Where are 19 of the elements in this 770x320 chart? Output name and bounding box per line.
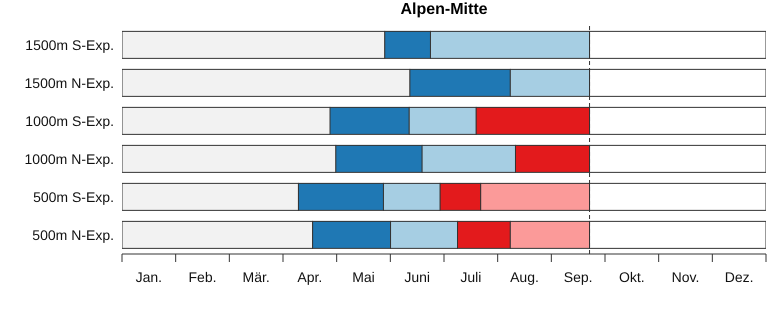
text: Apr. <box>297 269 322 285</box>
text: Jan. <box>136 269 162 285</box>
y-tick-label: 1000m N-Exp. <box>24 150 114 167</box>
text: Dez. <box>724 269 754 285</box>
chart-title: Alpen-Mitte <box>399 1 489 19</box>
text: Nov. <box>672 269 700 285</box>
y-tick-label: 1000m S-Exp. <box>25 112 114 129</box>
text: Juni <box>404 269 430 285</box>
text: Juli <box>460 269 482 285</box>
y-tick-label: 500m N-Exp. <box>32 226 114 243</box>
text: Aug. <box>510 269 539 285</box>
text: Okt. <box>618 269 645 285</box>
y-tick-label: 500m S-Exp. <box>33 188 114 205</box>
text: Sep. <box>564 269 593 285</box>
text: Mär. <box>242 269 270 285</box>
text: Feb. <box>188 269 217 285</box>
y-tick-label: 1500m S-Exp. <box>25 36 114 53</box>
y-tick-label: 1500m N-Exp. <box>24 74 114 91</box>
text: Mai <box>352 269 375 285</box>
